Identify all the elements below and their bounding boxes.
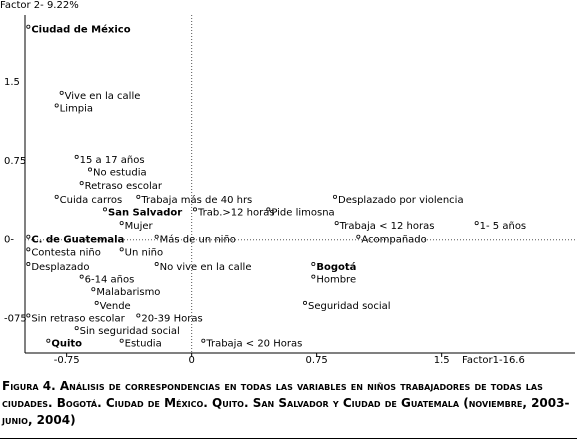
point-label: Más de un niño [160,234,236,246]
y-axis-label: Factor 2- 9.22% [0,0,79,11]
point-label: 20-39 Horas [141,313,202,324]
point-label: Un niño [125,247,163,258]
y-tick-label: 0- [4,235,14,246]
point [26,247,31,252]
point [54,194,59,199]
point-label: No estudia [93,168,147,179]
chart: Factor 2- 9.22% Factor1-16.6 -0.75 0 0.75 1… [0,0,575,366]
point [154,262,159,267]
x-tick-label: -0.75 [54,355,80,366]
point-label: 15 a 17 años [80,155,145,166]
point-label: Trabaja < 12 horas [339,221,435,232]
point-label: Cuida carros [60,195,123,206]
point-label: Estudia [125,339,162,350]
point [94,300,99,305]
point-label: Hombre [316,275,356,286]
y-tick-label: 1.5 [4,77,20,88]
point-label: Malabarismo [96,287,160,298]
point [79,181,84,186]
point-label: C. de Guatemala [31,235,124,246]
point [54,103,59,108]
point [119,247,124,252]
point [334,221,339,226]
point [136,194,141,199]
point [332,194,337,199]
point-label: Trabaja < 20 Horas [205,339,302,350]
point-label: 6-14 años [85,275,135,286]
point [74,326,79,331]
point-label: Contesta niño [31,247,101,258]
point-label: Limpia [60,103,93,114]
rule [0,438,577,439]
point [311,262,316,267]
point [356,234,361,239]
point [119,221,124,226]
point-label: Desplazado [31,262,89,273]
y-tick-label: -075 [4,313,27,324]
point [302,300,307,305]
caption: Figura 4. Análisis de correspondencias e… [2,379,570,427]
point [311,274,316,279]
point-label: Pide limosna [271,207,334,218]
point-label: Sin retraso escolar [31,313,125,324]
x-tick-label: 1.5 [434,355,450,366]
point [59,90,64,95]
y-tick-label: 0.75 [4,156,26,167]
point-label: Trab.>12 horas [197,207,275,218]
point [266,207,271,212]
point-label: Retraso escolar [85,181,163,192]
point-label: Vende [100,301,131,312]
point [103,207,108,212]
point-label: Ciudad de México [31,24,130,36]
point [192,207,197,212]
point [79,274,84,279]
point-label: Quito [51,339,82,350]
x-axis-label: Factor1-16.6 [462,355,525,366]
point [88,167,93,172]
point-label: Sin seguridad social [80,326,180,337]
point [91,287,96,292]
point [119,338,124,343]
point-label: Trabaja más de 40 hrs [140,194,252,206]
point [74,154,79,159]
point [154,234,159,239]
point-label: Vive en la calle [65,91,141,102]
point [26,262,31,267]
point-label: 1- 5 años [480,221,526,232]
point [201,338,206,343]
point [46,338,51,343]
point-label: No vive en la calle [160,262,252,273]
x-tick-label: 0 [188,355,194,366]
point-label: San Salvador [108,207,182,218]
point [474,221,479,226]
x-tick-label: 0.75 [306,355,328,366]
point-label: Mujer [125,221,154,232]
point [136,313,141,318]
point-label: Seguridad social [308,301,391,312]
point-label: Acompañado [361,235,426,246]
point [26,24,31,29]
point-label: Bogotá [316,261,356,273]
point [26,313,31,318]
point [26,234,31,239]
point-label: Desplazado por violencia [338,195,464,206]
